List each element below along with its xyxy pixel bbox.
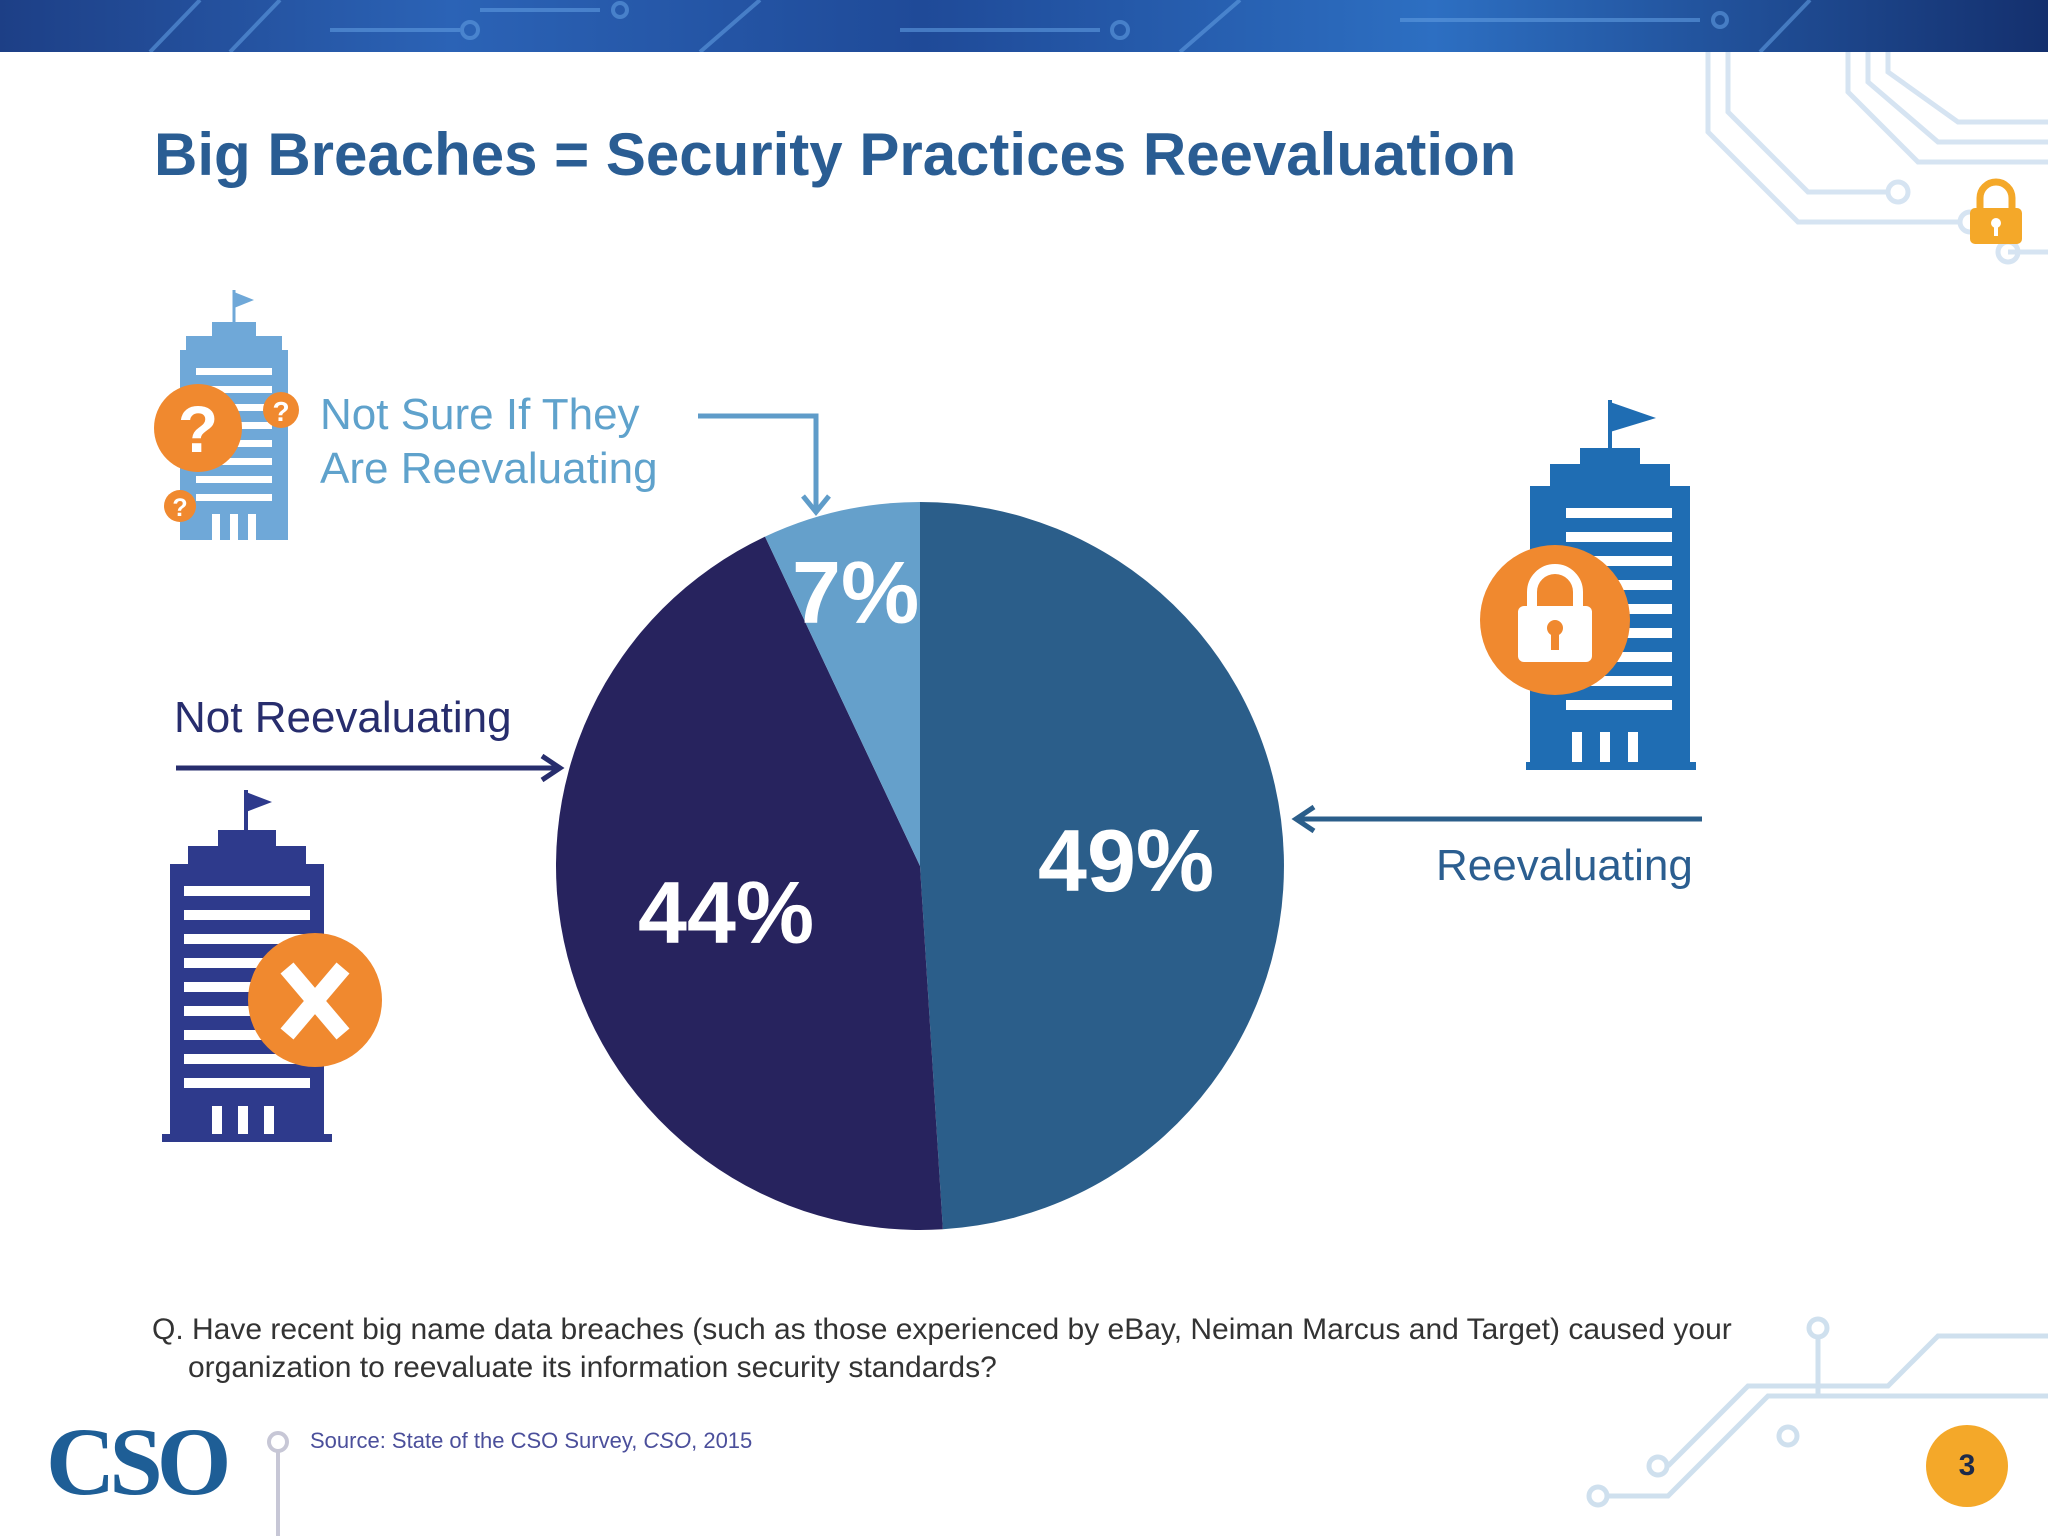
flag-icon [232,290,254,322]
pie-slice-reevaluating [920,502,1284,1230]
label-reevaluating: Reevaluating [1436,841,1693,890]
source-publication: CSO [643,1428,692,1453]
question-icon: ? [154,384,242,472]
cso-logo: CSO [46,1408,231,1515]
source-suffix: , 2015 [691,1428,753,1453]
source-prefix: Source: State of the CSO Survey, [310,1428,644,1453]
svg-text:?: ? [178,392,218,466]
flag-icon [1608,400,1656,448]
source-citation: Source: State of the CSO Survey, CSO, 20… [310,1428,752,1454]
lock-icon [1480,545,1630,695]
svg-text:?: ? [272,396,289,427]
question-icon-small: ? [263,392,299,428]
label-not-reevaluating: Not Reevaluating [174,693,512,742]
building-icon-not-sure: ? ? ? [154,290,299,540]
slide-title: Big Breaches = Security Practices Reeval… [154,121,1517,188]
svg-text:?: ? [172,494,187,522]
arrow-not-sure [698,413,831,516]
pie-slice-not-sure-if-they-are-reevaluating [765,502,920,866]
slice-label-not-reevaluating: 44% [638,863,815,962]
survey-question-line1: Q. Have recent big name data breaches (s… [152,1313,1732,1346]
survey-question: Q. Have recent big name data breaches (s… [152,1311,1832,1387]
survey-question-line2: organization to reevaluate its informati… [188,1351,997,1384]
building-icon-not-reevaluating [162,790,382,1142]
label-not-sure-line1: Not Sure If They [320,390,640,439]
x-icon [248,933,382,1067]
question-icon-small: ? [164,490,196,522]
slice-label-reevaluating: 49% [1038,811,1215,910]
page-number: 3 [1926,1425,2008,1507]
top-banner [0,0,2048,52]
footer-divider [267,1431,289,1536]
pie-chart [556,502,1284,1230]
flag-icon [244,790,272,830]
label-not-sure-line2: Are Reevaluating [320,444,658,493]
arrow-reevaluating [1291,804,1702,834]
circuit-decoration-bottom [1586,1316,2048,1508]
slice-label-not-sure: 7% [792,543,920,642]
lock-icon [1970,178,2022,244]
label-not-sure: Not Sure If They Are Reevaluating [320,388,658,496]
pie-slice-not-reevaluating [556,536,943,1230]
building-icon-reevaluating [1480,400,1696,770]
arrow-not-reevaluating [176,753,565,783]
banner-circuit-decoration [148,0,1812,52]
